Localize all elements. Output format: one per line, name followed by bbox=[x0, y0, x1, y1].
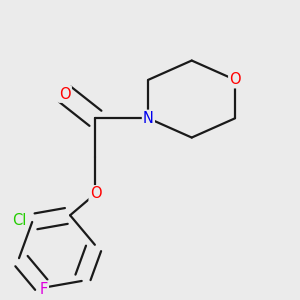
Text: O: O bbox=[90, 186, 101, 201]
Text: O: O bbox=[59, 87, 71, 102]
Text: Cl: Cl bbox=[12, 213, 26, 228]
Text: N: N bbox=[143, 111, 154, 126]
Text: O: O bbox=[229, 72, 241, 87]
Text: F: F bbox=[40, 282, 48, 297]
